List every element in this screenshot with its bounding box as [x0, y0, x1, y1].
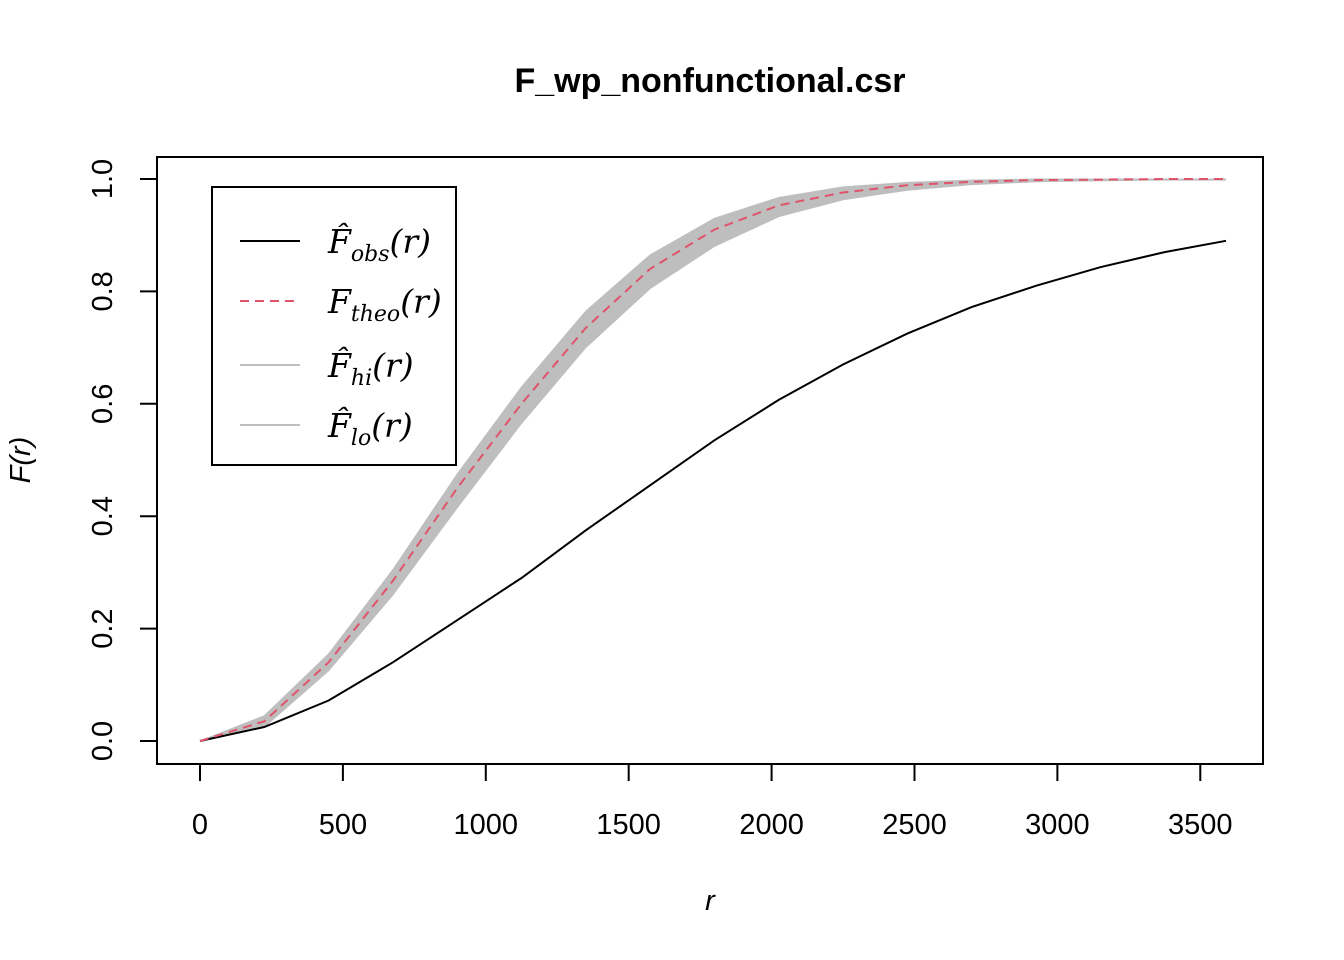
legend: F̂obs(r) Ftheo(r) F̂hi(r) F̂lo(r) [211, 186, 457, 466]
x-tick-label: 3000 [1025, 809, 1090, 841]
y-axis: 0.0 0.2 0.4 0.6 0.8 1.0 [87, 159, 158, 761]
series-line-lo [199, 179, 1226, 742]
legend-box [211, 186, 457, 466]
legend-label-theo: Ftheo(r) [327, 282, 442, 327]
series-layer [199, 178, 1227, 742]
legend-label-obs: F̂obs(r) [327, 221, 431, 267]
y-tick-label: 0.6 [87, 384, 119, 424]
chart-title: F_wp_nonfunctional.csr [514, 62, 905, 100]
y-tick-label: 0.2 [87, 608, 119, 648]
x-axis-label: r [705, 885, 716, 917]
legend-label-lo: F̂lo(r) [327, 405, 413, 451]
x-tick-label: 1000 [454, 809, 519, 841]
x-tick-label: 1500 [596, 809, 661, 841]
x-tick-label: 3500 [1168, 809, 1233, 841]
x-tick-label: 2500 [882, 809, 947, 841]
x-tick-label: 2000 [739, 809, 804, 841]
y-tick-label: 0.4 [87, 496, 119, 536]
legend-label-hi: F̂hi(r) [327, 345, 414, 391]
x-tick-label: 0 [192, 809, 208, 841]
y-axis-label: F(r) [5, 437, 37, 484]
y-tick-label: 0.0 [87, 721, 119, 761]
x-tick-label: 500 [319, 809, 367, 841]
y-tick-label: 1.0 [87, 159, 119, 199]
series-line-obs [199, 239, 1227, 742]
series-line-theo [199, 178, 1226, 742]
x-axis: 0 500 1000 1500 2000 2500 3000 3500 [192, 763, 1233, 841]
y-tick-label: 0.8 [87, 271, 119, 311]
